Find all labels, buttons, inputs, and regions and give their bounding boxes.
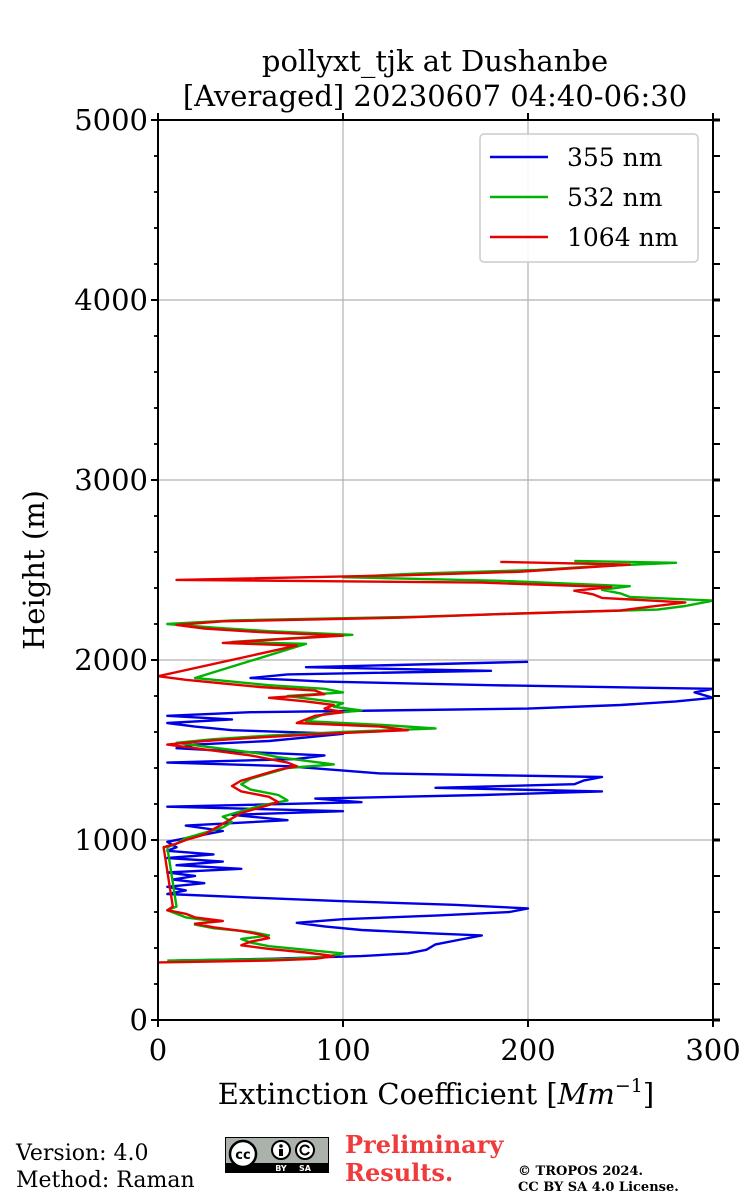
- x-axis-label-text: Extinction Coefficient [: [218, 1077, 558, 1111]
- series-layer: [158, 559, 713, 964]
- copyright-line1: © TROPOS 2024.: [518, 1164, 644, 1179]
- x-axis-label-exponent: −1: [615, 1075, 643, 1097]
- x-axis-label: Extinction Coefficient [Mm−1]: [218, 1075, 654, 1111]
- x-tick-label: 200: [500, 1033, 555, 1067]
- y-tick-label: 0: [130, 1003, 148, 1037]
- cc-icon-text: cc: [235, 1148, 250, 1163]
- y-axis-label: Height (m): [17, 490, 51, 650]
- version-text: Version: 4.0: [16, 1141, 149, 1166]
- y-tick-label: 4000: [74, 283, 148, 317]
- sa-icon-arrow: [299, 1144, 310, 1156]
- copyright-line2: CC BY SA 4.0 License.: [518, 1180, 679, 1195]
- by-icon-body: [279, 1149, 283, 1156]
- plot-frame: [157, 119, 714, 1021]
- sa-label: SA: [299, 1164, 312, 1173]
- by-label: BY: [275, 1164, 287, 1173]
- legend-label: 1064 nm: [567, 223, 679, 252]
- x-axis-label-end: ]: [643, 1077, 654, 1111]
- x-tick-label: 100: [315, 1033, 370, 1067]
- legend: 355 nm 532 nm 1064 nm: [479, 133, 699, 263]
- preliminary-line2: Results.: [345, 1158, 454, 1187]
- cc-icon: [228, 1139, 258, 1169]
- x-axis-label-unit: Mm: [557, 1077, 615, 1111]
- legend-label: 355 nm: [567, 143, 663, 172]
- x-tick-label: 300: [685, 1033, 740, 1067]
- series-line-355-nm: [166, 660, 713, 962]
- cc-license-badge[interactable]: cc BY SA: [225, 1137, 329, 1173]
- preliminary-line1: Preliminary: [345, 1130, 504, 1159]
- legend-box: [479, 133, 699, 263]
- y-tick-label: 3000: [74, 463, 148, 497]
- by-icon-head: [279, 1144, 283, 1148]
- x-tick-label: 0: [149, 1033, 167, 1067]
- chart-subtitle: [Averaged] 20230607 04:40-06:30: [183, 79, 687, 113]
- sa-icon: [295, 1140, 315, 1160]
- y-tick-label: 2000: [74, 643, 148, 677]
- method-text: Method: Raman: [16, 1168, 195, 1193]
- legend-label: 532 nm: [567, 183, 663, 212]
- chart-title: pollyxt_tjk at Dushanbe: [262, 44, 608, 79]
- series-line-1064-nm: [158, 560, 687, 964]
- y-tick-label: 5000: [74, 103, 148, 137]
- y-tick-label: 1000: [74, 823, 148, 857]
